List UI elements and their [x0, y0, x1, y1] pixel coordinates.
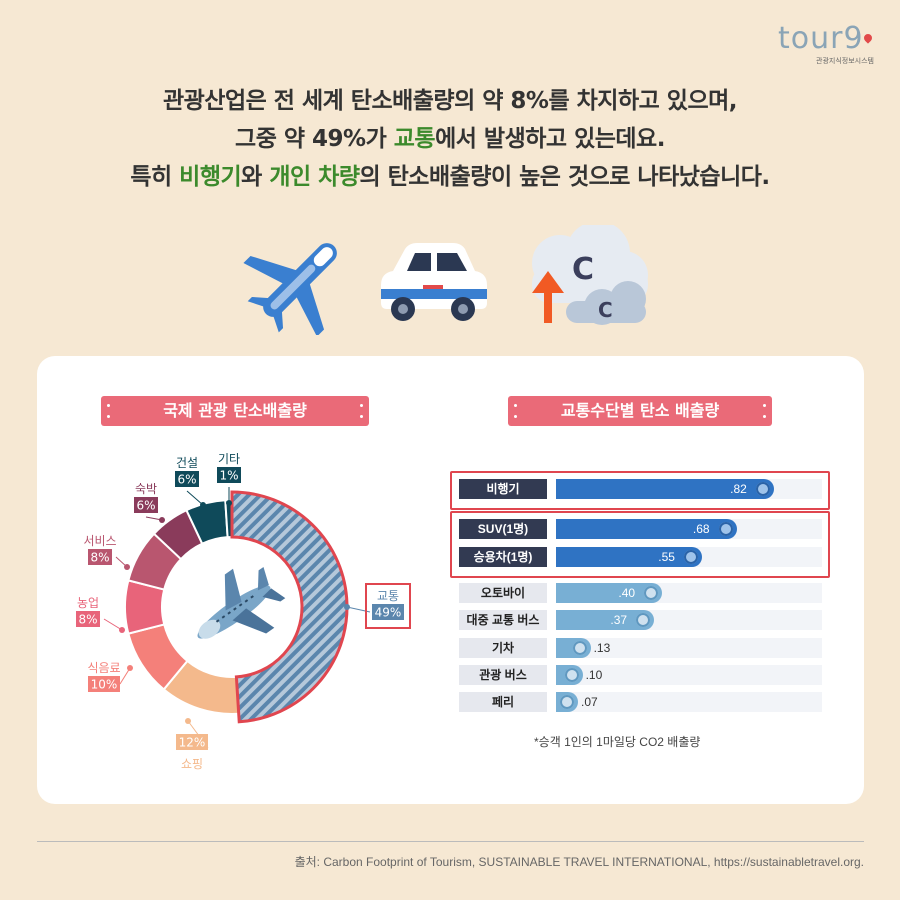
bar-value-label: .40 [618, 586, 636, 600]
bar-value-label: .07 [581, 695, 598, 709]
highlight-frame-private-cars [450, 511, 830, 578]
bar-value-label: .82 [730, 482, 747, 496]
carbon-cloud-icon: C C [532, 225, 648, 325]
bar-category-label: 오토바이 [459, 583, 547, 603]
bar [556, 638, 591, 658]
headline-text: 그중 약 49%가 [235, 126, 394, 152]
cloud-letter-small: C [598, 298, 613, 322]
pie-chart-title: 국제 관광 탄소배출량 [101, 396, 369, 426]
pie-label-name: 식음료 [87, 661, 120, 675]
bar-category-label: 승용차(1명) [459, 547, 547, 567]
bar [556, 610, 655, 630]
headline-text: 의 탄소배출량이 높은 것으로 나타났습니다. [359, 164, 770, 190]
logo-text: tour9 [778, 21, 864, 56]
headline-text: 특히 [130, 164, 180, 190]
bar-chart-title: 교통수단별 탄소 배출량 [508, 396, 772, 426]
pie-label-value: 8% [78, 613, 97, 627]
divider [37, 841, 864, 842]
logo-subtitle: 관광지식정보시스템 [816, 57, 874, 65]
headline-line-1: 관광산업은 전 세계 탄소배출량의 약 8%를 차지하고 있으며, [162, 88, 738, 114]
bar [556, 692, 578, 712]
bar-track [556, 692, 822, 712]
car-icon [381, 243, 487, 321]
bar [556, 479, 775, 499]
pie-label-5: 숙박 6% [134, 482, 165, 523]
pie-label-7: 기타 1% [217, 452, 241, 506]
headline-highlight: 교통 [393, 126, 436, 152]
bar-category-label: 기차 [459, 638, 547, 658]
bar-category-label: 비행기 [459, 479, 547, 499]
bar-knob [756, 482, 771, 496]
bar-category-label: 대중 교통 버스 [459, 610, 547, 630]
bar-value-label: .68 [692, 522, 710, 536]
bar-knob [636, 613, 651, 627]
bar [556, 583, 663, 603]
pie-label-name: 기타 [218, 452, 240, 466]
bar-track [556, 638, 822, 658]
headline: 관광산업은 전 세계 탄소배출량의 약 8%를 차지하고 있으며, 그중 약 4… [0, 82, 900, 196]
pie-label-2: 식음료 10% [87, 661, 133, 692]
pie-label-0: 교통 49% [344, 583, 411, 629]
bar [556, 665, 583, 685]
bar-category-label: 페리 [459, 692, 547, 712]
bar-value-label: .37 [610, 613, 628, 627]
bar-knob [684, 550, 699, 564]
headline-line-2: 그중 약 49%가 교통에서 발생하고 있는데요. [0, 120, 900, 158]
bar-chart-note: *승객 1인의 1마일당 CO2 배출량 [534, 735, 701, 749]
headline-text: 와 [241, 164, 270, 190]
pie-label-3: 농업 8% [76, 596, 125, 633]
pie-label-value: 49% [375, 606, 402, 620]
bar-value-label: .10 [585, 668, 603, 682]
logo: tour9 관광지식정보시스템 [778, 24, 874, 66]
bar-value-label: .55 [658, 550, 675, 564]
pie-label-name: 건설 [176, 456, 198, 470]
center-airplane-icon [197, 566, 286, 639]
bar-knob [718, 522, 733, 536]
pie-label-name: 서비스 [83, 534, 116, 548]
pie-label-name: 교통 [377, 589, 399, 603]
pie-label-name: 쇼핑 [181, 757, 203, 771]
bar-category-label: 관광 버스 [459, 665, 547, 685]
chart-card [37, 356, 864, 804]
illustration-icons: C C [243, 225, 648, 335]
airplane-icon [243, 243, 337, 335]
bar-value-label: .13 [593, 641, 611, 655]
highlight-frame-airplane [450, 471, 830, 510]
cloud-letter-big: C [572, 252, 594, 287]
pie-chart-title-text: 국제 관광 탄소배출량 [163, 401, 307, 420]
bar-chart-title-text: 교통수단별 탄소 배출량 [560, 401, 720, 420]
pie-label-value: 6% [136, 499, 155, 513]
bar-knob [564, 668, 579, 682]
pie-label-value: 6% [177, 473, 196, 487]
pie-label-name: 농업 [77, 596, 99, 610]
bar-knob [644, 586, 659, 600]
bar-category-label: SUV(1명) [459, 519, 547, 539]
headline-highlight: 개인 차량 [269, 164, 360, 190]
bar-track [556, 665, 822, 685]
source-citation: 출처: Carbon Footprint of Tourism, SUSTAIN… [294, 855, 864, 869]
bar [556, 547, 703, 567]
pie-label-1: 쇼핑 12% [176, 718, 209, 771]
bar-knob [572, 641, 587, 655]
pie-label-value: 10% [91, 678, 118, 692]
pie-label-4: 서비스 8% [83, 534, 130, 570]
pie-slice-highlight [230, 490, 349, 724]
pie-label-value: 1% [219, 469, 238, 483]
headline-highlight: 비행기 [179, 164, 242, 190]
bar-knob [560, 695, 574, 709]
bar [556, 519, 737, 539]
pie-label-value: 12% [179, 736, 206, 750]
headline-text: 에서 발생하고 있는데요. [435, 126, 665, 152]
pie-label-value: 8% [90, 551, 109, 565]
headline-line-3: 특히 비행기와 개인 차량의 탄소배출량이 높은 것으로 나타났습니다. [0, 158, 900, 196]
pie-label-name: 숙박 [135, 482, 157, 496]
pie-label-6: 건설 6% [175, 456, 206, 508]
